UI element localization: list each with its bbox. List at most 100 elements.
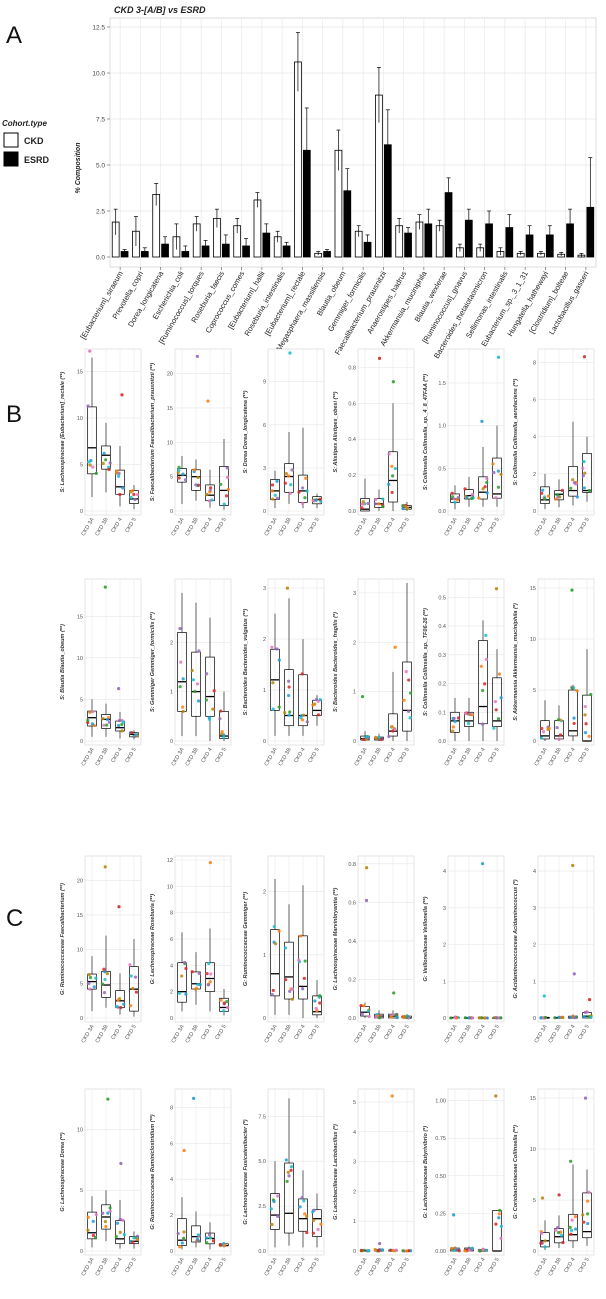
data-point bbox=[457, 1249, 461, 1253]
x-tick-label: CKD 5 bbox=[307, 1257, 320, 1274]
y-tick-label: 3 bbox=[263, 466, 266, 472]
data-point bbox=[222, 735, 226, 740]
data-point bbox=[272, 1199, 276, 1204]
data-point bbox=[497, 1216, 501, 1220]
data-point bbox=[196, 483, 201, 487]
data-point bbox=[87, 981, 91, 986]
data-point bbox=[225, 1000, 229, 1004]
plot-area bbox=[267, 1088, 325, 1256]
box-0 bbox=[450, 711, 460, 733]
data-point bbox=[225, 466, 229, 470]
y-tick-label: 0.0 bbox=[438, 739, 446, 745]
data-point bbox=[287, 474, 291, 478]
data-point bbox=[553, 1016, 557, 1020]
data-point-outlier bbox=[570, 588, 574, 592]
data-point bbox=[581, 466, 585, 470]
box-2 bbox=[298, 935, 308, 1000]
data-point bbox=[393, 727, 397, 732]
y-tick-label: 5 bbox=[533, 1198, 536, 1204]
data-point bbox=[103, 1220, 108, 1224]
data-point bbox=[196, 1239, 200, 1243]
y-tick-label: 5 bbox=[80, 982, 83, 988]
data-point bbox=[121, 1218, 125, 1222]
box-0 bbox=[87, 1211, 97, 1240]
y-tick-label: 0 bbox=[533, 1249, 536, 1255]
data-point bbox=[477, 496, 481, 500]
data-point bbox=[556, 1225, 560, 1230]
data-point bbox=[224, 494, 229, 498]
x-tick-label: CKD 5 bbox=[487, 1257, 500, 1274]
y-axis-label: G: Veillonellaceae Veillonella (**) bbox=[423, 896, 429, 981]
data-point bbox=[210, 498, 214, 502]
box-1 bbox=[284, 1162, 294, 1234]
data-point bbox=[539, 736, 544, 740]
legend: Cohort.type CKD ESRD bbox=[2, 119, 50, 167]
data-point bbox=[313, 999, 317, 1003]
y-tick-label: 3 bbox=[353, 591, 356, 597]
data-point bbox=[569, 486, 573, 490]
box-plot-c-1: 0 2 4 6 8 10 12 G: Lachnospiraceae Roseburia (*… bbox=[150, 855, 232, 1044]
data-point bbox=[181, 472, 185, 476]
data-point bbox=[289, 483, 293, 487]
y-tick-label: 2 bbox=[533, 943, 536, 949]
data-point bbox=[541, 488, 545, 492]
data-point bbox=[561, 1015, 565, 1019]
data-point bbox=[360, 506, 364, 510]
data-point bbox=[393, 466, 397, 471]
data-point bbox=[208, 1236, 212, 1240]
data-point bbox=[302, 713, 306, 717]
data-point bbox=[207, 1233, 212, 1237]
data-point bbox=[117, 718, 121, 723]
data-point bbox=[299, 934, 303, 938]
data-point bbox=[587, 734, 591, 738]
data-point bbox=[135, 493, 140, 497]
data-point bbox=[374, 497, 378, 502]
data-point bbox=[287, 1174, 291, 1178]
data-point-outlier bbox=[192, 1096, 196, 1100]
data-point bbox=[467, 1016, 471, 1020]
data-point bbox=[583, 1010, 588, 1014]
x-tick-label: CKD 4 bbox=[200, 1257, 213, 1274]
x-tick-label: CKD 5 bbox=[124, 747, 137, 764]
data-point bbox=[492, 726, 496, 730]
box-plot-c-4: 0 1 2 3 4 G: Veillonellaceae Veillonella (**)… bbox=[423, 855, 505, 1044]
data-point bbox=[118, 1217, 122, 1221]
data-point bbox=[540, 491, 544, 495]
box-plot-b-10: 0.0 0.1 0.2 0.3 0.4 0.5 S: Collinsella Collins… bbox=[423, 578, 505, 767]
plot-area bbox=[84, 855, 142, 1023]
y-axis-label: S: Bacteroides Bacteroides_vulgatus (**) bbox=[243, 609, 249, 716]
y-tick-label: 1.00 bbox=[435, 1099, 446, 1105]
box-plot-b-3: 0.0 0.2 0.4 0.6 0.8 S: Alistipes Alistipes_ob… bbox=[333, 348, 415, 537]
y-tick-label: 0.6 bbox=[348, 401, 356, 407]
x-tick-label: CKD 3B bbox=[185, 747, 200, 767]
x-tick-label: CKD 4 bbox=[383, 1257, 396, 1274]
x-tick-label: CKD 4 bbox=[473, 1257, 486, 1274]
data-point bbox=[481, 688, 485, 693]
y-tick-label: 5.0 bbox=[258, 1159, 266, 1165]
data-point bbox=[181, 705, 185, 709]
data-point bbox=[298, 1205, 302, 1209]
y-tick-label: 4 bbox=[533, 869, 536, 875]
y-tick-label: 0.2 bbox=[348, 977, 356, 983]
y-axis-label: G: Ruminococcaceae Ruminiclostridium (**… bbox=[150, 1114, 156, 1229]
y-tick-label: 12.5 bbox=[92, 25, 105, 32]
data-point-outlier bbox=[208, 861, 212, 865]
data-point bbox=[91, 1233, 96, 1238]
data-point bbox=[471, 1016, 475, 1020]
x-tick-label: CKD 5 bbox=[577, 1257, 590, 1274]
data-point bbox=[300, 672, 304, 676]
data-point bbox=[485, 477, 489, 481]
x-tick-label: CKD 5 bbox=[397, 1024, 410, 1041]
y-tick-label: 2 bbox=[263, 890, 266, 896]
data-point bbox=[387, 482, 391, 486]
data-point bbox=[479, 664, 483, 668]
x-tick-label: CKD 4 bbox=[293, 1024, 306, 1041]
data-point bbox=[485, 1016, 489, 1020]
data-point bbox=[453, 1015, 457, 1019]
data-point bbox=[88, 987, 92, 991]
data-point bbox=[361, 737, 365, 742]
data-point bbox=[196, 982, 200, 987]
bar-chart-y-axis-label: % Composition bbox=[75, 143, 82, 194]
data-point bbox=[288, 710, 292, 714]
plot-area bbox=[174, 348, 232, 516]
